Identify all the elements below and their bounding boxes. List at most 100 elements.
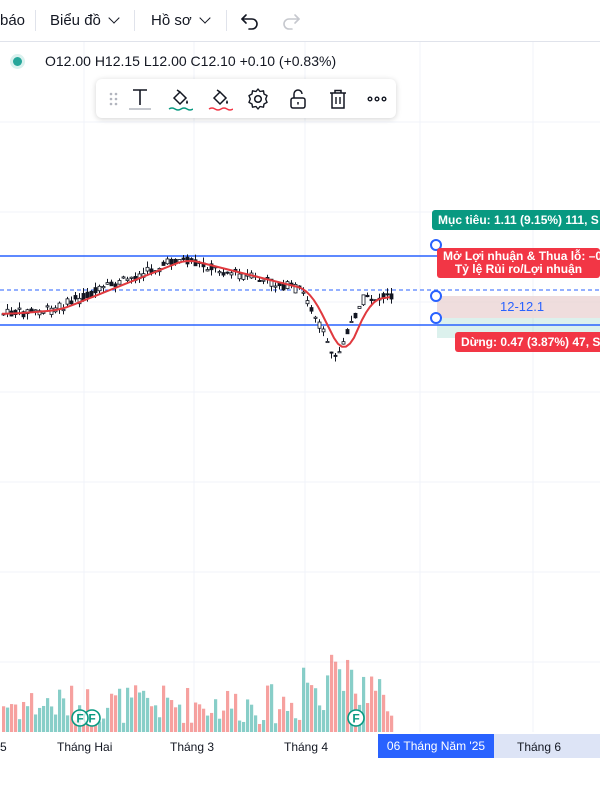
- volume-bar: [146, 697, 150, 732]
- volume-bar: [238, 720, 242, 732]
- toolbar-divider: [134, 10, 135, 31]
- volume-bar: [266, 685, 270, 732]
- candle-body: [205, 269, 210, 272]
- volume-series: [2, 654, 394, 732]
- volume-bar: [46, 698, 50, 732]
- top-toolbar: báo Biểu đồ Hồ sơ: [0, 0, 600, 42]
- volume-bar: [74, 720, 78, 732]
- stop-zone-area[interactable]: [437, 296, 600, 318]
- candle-body: [105, 282, 110, 285]
- volume-bar: [130, 697, 134, 732]
- volume-bar: [290, 702, 294, 732]
- volume-bar: [58, 689, 62, 732]
- volume-bar: [54, 714, 58, 732]
- candle-body: [73, 295, 78, 300]
- moving-average-line: [1, 259, 391, 348]
- volume-bar: [34, 714, 38, 732]
- volume-bar: [162, 685, 166, 732]
- fill-color-icon[interactable]: [167, 86, 193, 112]
- candle-body: [317, 321, 322, 329]
- candle-body: [117, 280, 122, 285]
- volume-bar: [206, 715, 210, 732]
- candle-body: [181, 257, 186, 260]
- volume-bar: [198, 704, 202, 732]
- volume-bar: [150, 706, 154, 732]
- candle-body: [385, 293, 390, 296]
- candle-body: [329, 351, 334, 354]
- toolbar-divider: [35, 10, 36, 31]
- candle-body: [209, 263, 214, 271]
- target-handle[interactable]: [430, 239, 442, 251]
- volume-bar: [222, 710, 226, 732]
- candle-body: [309, 307, 314, 312]
- candle-body: [17, 307, 22, 310]
- volume-bar: [310, 685, 314, 732]
- volume-bar: [250, 704, 254, 732]
- entry-handle[interactable]: [430, 290, 442, 302]
- stop-label[interactable]: Dừng: 0.47 (3.87%) 47, S: [455, 332, 600, 352]
- candle-body: [61, 309, 66, 312]
- volume-bar: [154, 705, 158, 732]
- volume-bar: [42, 705, 46, 732]
- entry-price-label: 12-12.1: [500, 299, 545, 314]
- candle-body: [45, 305, 50, 308]
- candle-body: [165, 258, 170, 265]
- settings-icon[interactable]: [245, 86, 271, 112]
- undo-icon[interactable]: [240, 11, 260, 31]
- candle-body: [305, 300, 310, 305]
- text-icon[interactable]: [127, 86, 153, 112]
- volume-bar: [214, 699, 218, 732]
- pnl-label[interactable]: Mở Lợi nhuận & Thua lỗ: –0 Tỷ lệ Rủi ro/…: [437, 248, 600, 278]
- pnl-label-line2: Tỷ lệ Rủi ro/Lợi nhuận: [454, 262, 583, 276]
- candle-body: [365, 294, 370, 298]
- time-axis[interactable]: 5 Tháng Hai Tháng 3 Tháng 4 06 Tháng Năm…: [0, 732, 600, 760]
- event-marker[interactable]: F: [347, 709, 365, 727]
- volume-bar: [118, 688, 122, 732]
- event-marker[interactable]: F: [71, 709, 89, 727]
- candle-body: [93, 287, 98, 294]
- volume-bar: [230, 708, 234, 732]
- time-range-highlight: [494, 734, 600, 758]
- unlock-icon[interactable]: [285, 86, 311, 112]
- candle-body: [169, 258, 174, 265]
- time-label: 5: [0, 740, 7, 754]
- profile-menu-label: Hồ sơ: [151, 12, 192, 29]
- volume-bar: [70, 685, 74, 732]
- volume-bar: [50, 706, 54, 732]
- candle-body: [325, 341, 330, 344]
- candle-body: [313, 316, 318, 319]
- candle-body: [349, 321, 354, 324]
- volume-bar: [10, 704, 14, 732]
- line-color-icon[interactable]: [207, 86, 233, 112]
- drag-handle-icon[interactable]: [101, 86, 127, 112]
- trash-icon[interactable]: [325, 86, 351, 112]
- volume-bar: [226, 690, 230, 732]
- chart-grid: [0, 42, 600, 732]
- volume-bar: [242, 721, 246, 732]
- volume-bar: [286, 710, 290, 732]
- volume-bar: [262, 720, 266, 732]
- volume-bar: [318, 705, 322, 732]
- volume-bar: [294, 718, 298, 732]
- volume-bar: [246, 699, 250, 732]
- candle-body: [269, 278, 274, 287]
- target-label[interactable]: Mục tiêu: 1.11 (9.15%) 111, S: [432, 210, 600, 230]
- redo-icon[interactable]: [281, 11, 301, 31]
- volume-bar: [62, 698, 66, 732]
- volume-bar: [2, 706, 6, 732]
- volume-bar: [110, 693, 114, 732]
- volume-bar: [174, 707, 178, 732]
- more-icon[interactable]: [364, 86, 390, 112]
- candle-body: [65, 298, 70, 305]
- candle-body: [217, 271, 222, 274]
- volume-bar: [346, 659, 350, 732]
- menu-item-partial[interactable]: báo: [0, 12, 26, 29]
- chart-menu-button[interactable]: Biểu đồ: [50, 0, 120, 41]
- candle-body: [361, 294, 366, 306]
- stop-handle[interactable]: [430, 312, 442, 324]
- profile-menu-button[interactable]: Hồ sơ: [151, 0, 211, 41]
- price-chart[interactable]: F F F: [0, 42, 600, 732]
- candle-body: [109, 281, 114, 287]
- time-label: Tháng 4: [284, 740, 329, 754]
- candle-body: [345, 329, 350, 335]
